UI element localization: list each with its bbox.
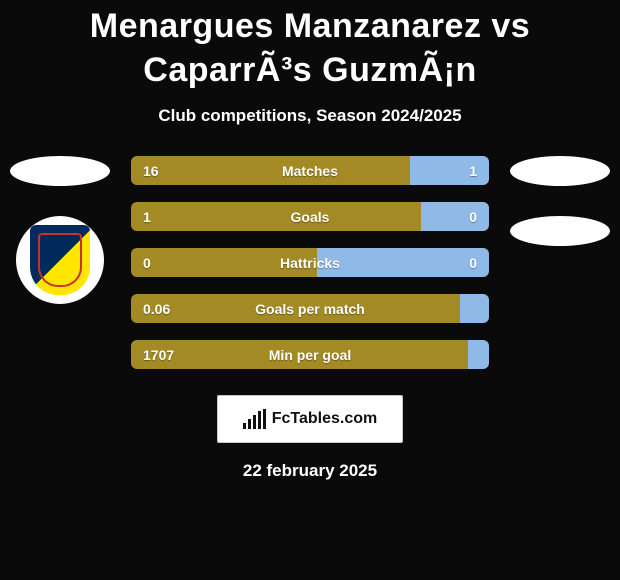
- footer-date: 22 february 2025: [243, 461, 377, 481]
- left-player-col: [10, 156, 110, 304]
- stat-row: 0.06Goals per match: [131, 294, 489, 323]
- club-crest: [16, 216, 104, 304]
- stat-left-value: 16: [143, 156, 159, 185]
- stat-segment-right: [410, 156, 489, 185]
- stat-segment-right: [317, 248, 489, 277]
- stat-right-value: 1: [469, 156, 477, 185]
- stat-segment-left: [131, 294, 460, 323]
- stat-row: 1707Min per goal: [131, 340, 489, 369]
- stat-row: 161Matches: [131, 156, 489, 185]
- stat-segment-left: [131, 248, 317, 277]
- stat-segment-left: [131, 340, 468, 369]
- stat-right-value: 0: [469, 248, 477, 277]
- stat-segment-right: [421, 202, 489, 231]
- stats-column: 161Matches10Goals00Hattricks0.06Goals pe…: [125, 156, 495, 369]
- page-subtitle: Club competitions, Season 2024/2025: [158, 106, 461, 126]
- stat-left-value: 0: [143, 248, 151, 277]
- stat-segment-right: [460, 294, 489, 323]
- content-wrapper: Menargues Manzanarez vs CaparrÃ³s GuzmÃ¡…: [0, 0, 620, 580]
- stat-left-value: 0.06: [143, 294, 170, 323]
- club-crest-placeholder: [510, 216, 610, 246]
- stat-row: 00Hattricks: [131, 248, 489, 277]
- branding-badge: FcTables.com: [217, 395, 403, 443]
- stat-row: 10Goals: [131, 202, 489, 231]
- right-player-col: [510, 156, 610, 246]
- comparison-area: 161Matches10Goals00Hattricks0.06Goals pe…: [0, 156, 620, 369]
- stat-segment-left: [131, 202, 421, 231]
- stat-left-value: 1707: [143, 340, 174, 369]
- stat-segment-right: [468, 340, 489, 369]
- club-crest-shield: [30, 225, 90, 295]
- player-photo-placeholder: [510, 156, 610, 186]
- stat-right-value: 0: [469, 202, 477, 231]
- bar-chart-icon: [243, 409, 266, 429]
- player-photo-placeholder: [10, 156, 110, 186]
- branding-text: FcTables.com: [272, 410, 378, 428]
- page-title: Menargues Manzanarez vs CaparrÃ³s GuzmÃ¡…: [0, 4, 620, 92]
- stat-left-value: 1: [143, 202, 151, 231]
- stat-segment-left: [131, 156, 410, 185]
